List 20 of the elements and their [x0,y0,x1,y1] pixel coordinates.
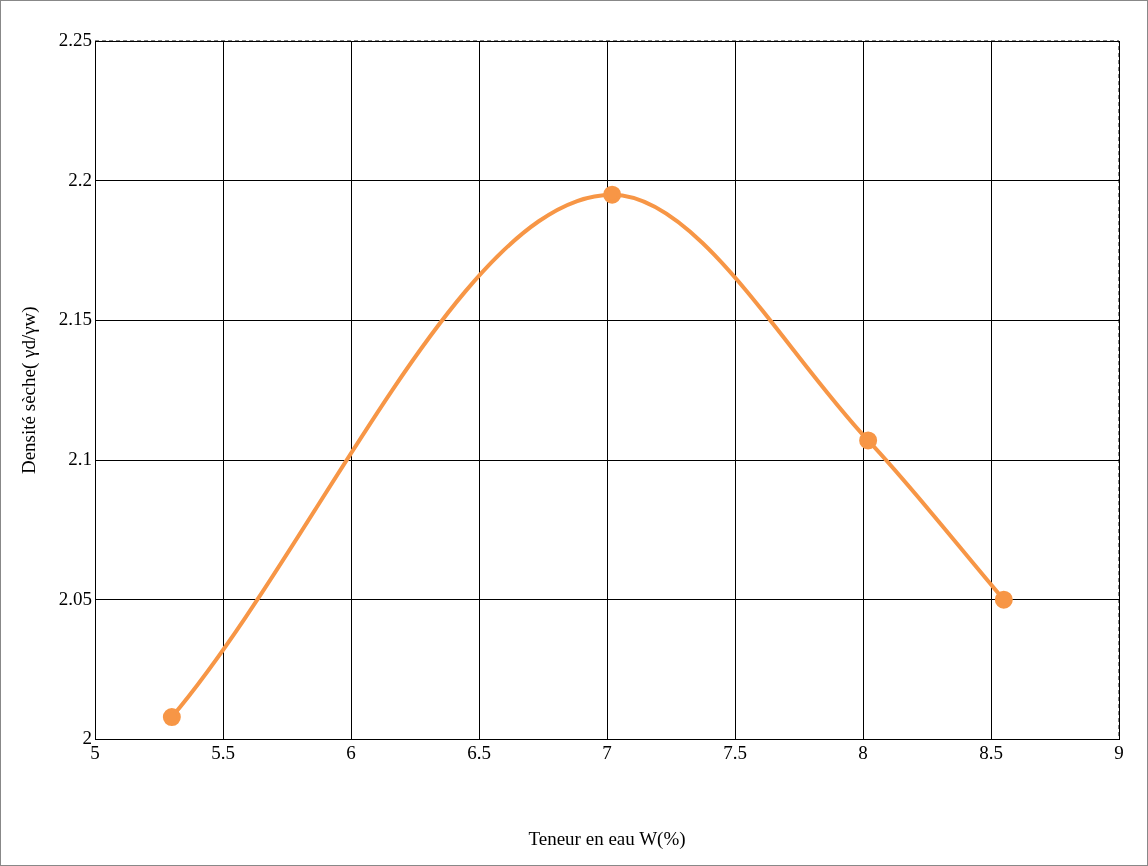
x-tick-label: 7.5 [723,741,747,763]
x-axis-title: Teneur en eau W(%) [528,827,686,850]
y-tick-label: 2.15 [58,308,93,330]
x-tick-label: 5.5 [211,741,235,763]
point [603,185,622,204]
y-tick-label: 2.2 [68,168,93,190]
x-tick-label: 7 [602,741,612,763]
point [859,431,878,450]
x-tick-label: 6 [346,741,356,763]
point [994,590,1013,609]
y-tick-label: 2.25 [58,28,93,50]
y-tick-label: 2.1 [68,448,93,470]
x-tick-label: 6.5 [467,741,491,763]
x-tick-label: 8.5 [979,741,1003,763]
point [162,708,181,727]
x-tick-label: 9 [1114,741,1124,763]
x-tick-label: 5 [90,741,100,763]
y-tick-label: 2.05 [58,587,93,609]
x-tick-label: 8 [858,741,868,763]
y-axis-title: Densité sèche( γd/γw) [18,306,41,475]
